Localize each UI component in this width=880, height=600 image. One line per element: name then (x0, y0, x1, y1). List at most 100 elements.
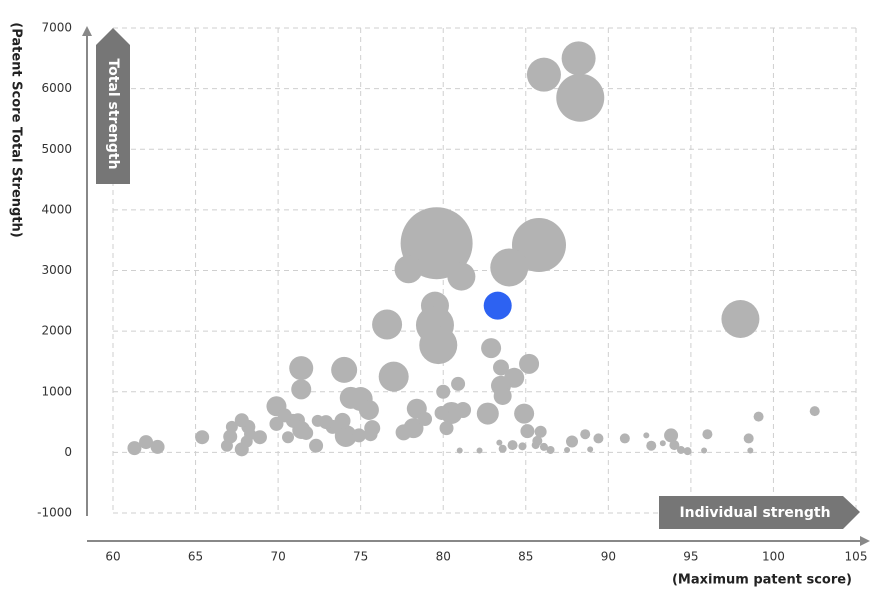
bubble (309, 438, 324, 453)
bubble (476, 447, 483, 454)
bubble (701, 447, 708, 454)
bubble (514, 403, 535, 424)
bubble (311, 414, 324, 427)
bubble (493, 386, 512, 405)
bubble (127, 441, 142, 456)
bubble (195, 430, 210, 445)
bubble (334, 425, 357, 448)
bubble (269, 416, 284, 431)
bubble (518, 442, 527, 451)
y-arrow-box (96, 28, 130, 184)
bubble (299, 425, 314, 440)
bubble (539, 442, 548, 451)
bubble (580, 429, 591, 440)
bubble (490, 248, 529, 287)
plot (112, 27, 857, 514)
x-tick-label: 105 (845, 550, 868, 564)
y-tick-label: 1000 (41, 384, 72, 398)
bubble (593, 433, 604, 444)
bubble (646, 440, 657, 451)
x-tick-label: 65 (188, 550, 203, 564)
bubble (664, 428, 679, 443)
bubble (498, 444, 507, 453)
bubble (434, 405, 449, 420)
bubble (809, 406, 820, 417)
bubble (220, 439, 233, 452)
x-arrow-box (659, 496, 860, 529)
bubble (282, 431, 295, 444)
y-tick-label: 2000 (41, 324, 72, 338)
bubble (289, 356, 314, 381)
bubble (476, 402, 499, 425)
x-axis-title: (Maximum patent score) (672, 573, 852, 588)
y-tick-label: 7000 (41, 21, 72, 35)
bubble (683, 447, 692, 456)
bubble (721, 300, 760, 338)
x-tick-label: 90 (601, 550, 616, 564)
bubble (234, 413, 249, 428)
axes (82, 26, 870, 546)
bubble (418, 412, 433, 427)
bubble (619, 433, 630, 444)
bubble (659, 440, 666, 447)
y-tick-label: 4000 (41, 202, 72, 216)
x-tick-label: 85 (518, 550, 533, 564)
bubble (532, 435, 543, 446)
bubble (139, 435, 154, 450)
bubble (526, 57, 561, 92)
bubble (358, 399, 379, 420)
x-tick-label: 60 (105, 550, 120, 564)
bubble (546, 445, 555, 454)
bubble (493, 359, 510, 376)
bubble (519, 353, 540, 374)
y-tick-label: 0 (64, 445, 72, 459)
bubble (520, 424, 535, 439)
bubble (669, 440, 680, 451)
bubble (564, 446, 571, 453)
bubble (394, 255, 423, 284)
y-arrowhead (82, 26, 92, 36)
y-tick-label: 6000 (41, 81, 72, 95)
bubble (743, 433, 754, 444)
bubble (439, 421, 454, 436)
bubble (252, 430, 267, 445)
bubble (419, 326, 458, 365)
bubble (455, 401, 472, 418)
bubble (753, 411, 764, 422)
x-tick-label: 100 (762, 550, 785, 564)
bubble (507, 440, 518, 451)
bubble (436, 384, 451, 399)
bubble (483, 291, 512, 320)
x-tick-label: 75 (353, 550, 368, 564)
bubble (447, 262, 476, 291)
bubble (352, 428, 367, 443)
bubble (561, 41, 596, 76)
bubble (496, 439, 503, 446)
bubble (747, 447, 754, 454)
x-tick-label: 95 (683, 550, 698, 564)
y-tick-label: 3000 (41, 263, 72, 277)
y-tick-label: 5000 (41, 142, 72, 156)
bubble (378, 361, 409, 392)
y-arrow-label: Total strength (105, 58, 121, 169)
bubble (676, 445, 685, 454)
bubble (395, 424, 412, 441)
x-arrowhead (860, 536, 870, 546)
x-tick-label: 70 (270, 550, 285, 564)
bubble (534, 425, 547, 438)
bubble (587, 446, 594, 453)
bubble (240, 435, 253, 448)
bubble (451, 376, 466, 391)
bubble (643, 432, 650, 439)
y-tick-label: -1000 (37, 506, 72, 520)
x-arrow-label: Individual strength (679, 505, 830, 521)
x-tick-label: 80 (436, 550, 451, 564)
bubble (331, 356, 358, 383)
bubble (372, 309, 403, 340)
bubble (363, 427, 378, 442)
bubble (456, 447, 463, 454)
bubble (150, 439, 165, 454)
bubble (481, 338, 502, 359)
bubble (566, 435, 579, 448)
